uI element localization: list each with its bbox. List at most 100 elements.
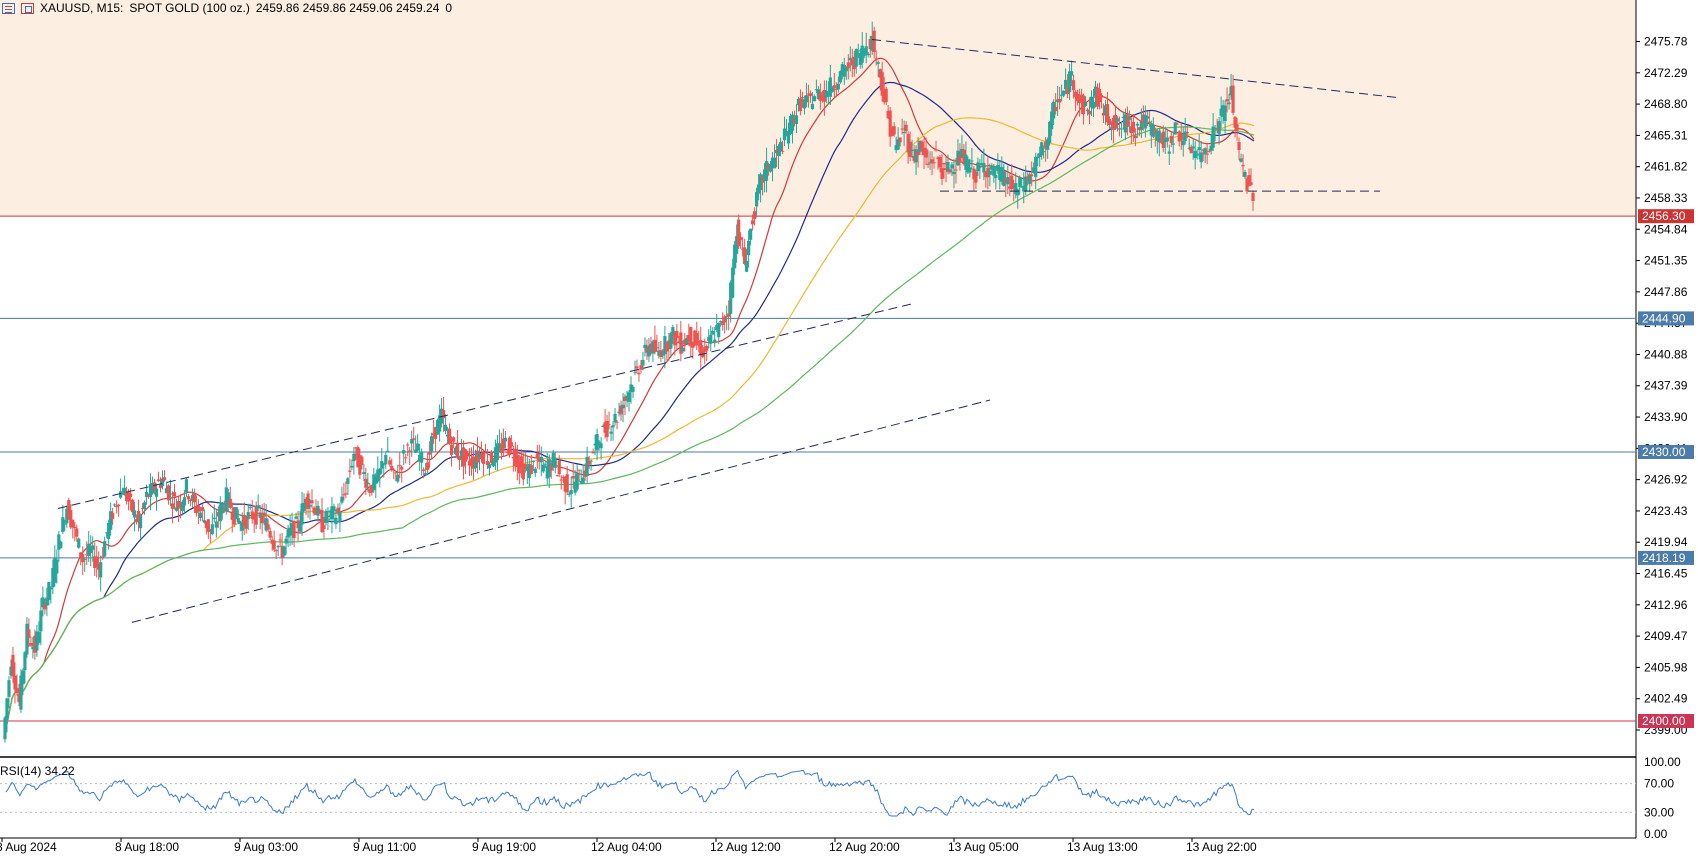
list-icon[interactable] [2,2,15,14]
y-tick-label: 2447.86 [1644,285,1688,299]
candle-body [85,554,89,556]
candle-body [338,512,342,522]
candle-body [988,170,992,175]
candle-body [332,506,336,512]
candle-body [932,162,936,164]
candle-body [1165,137,1169,142]
candle-body [1213,127,1217,129]
y-tick-label: 2423.43 [1644,504,1688,518]
trendline-0 [57,302,916,509]
candle-body [643,344,647,349]
candle-body [591,452,595,454]
candle-body [412,438,416,440]
candle-body [631,386,635,392]
candle-body [190,495,194,501]
candle-body [818,92,822,101]
candle-body [1243,171,1247,177]
candle-body [258,513,262,518]
candle-body [1163,138,1167,143]
candle-body [170,503,175,509]
candle-body [77,538,81,548]
candle-body [136,510,141,522]
candle-body [569,490,573,494]
candle-body [1087,110,1092,115]
candle-body [1153,129,1157,134]
candle-body [57,534,61,550]
candle-body [986,167,990,178]
candle-body [1044,141,1048,149]
candle-body [1052,101,1056,119]
symbol-description: SPOT GOLD (100 oz.) [129,1,250,15]
candle-body [1113,114,1118,129]
candle-body [1085,109,1090,112]
candle-body [770,157,775,168]
candle-body [294,516,298,519]
candle-body [918,141,922,152]
candle-body [846,62,850,69]
candle-body [1155,131,1159,141]
candle-body [1221,105,1225,117]
candle-body [75,528,79,537]
candle-body [1069,71,1074,76]
candle-body [390,465,394,470]
candle-body [238,522,242,525]
candle-body [826,93,830,95]
candle-body [1189,146,1193,154]
candle-body [314,507,318,515]
candle-body [138,515,143,529]
candle-body [406,444,410,446]
candle-body [747,240,751,256]
candle-body [1187,147,1191,149]
candle-body [278,539,282,541]
candle-body [527,463,531,479]
candle-body [272,540,276,550]
candle-body [188,500,193,502]
candle-body [575,473,579,490]
candle-body [679,332,683,354]
candle-body [306,493,310,509]
candle-body [1239,158,1243,162]
candle-body [579,480,583,483]
candle-body [366,482,370,485]
candle-body [246,511,250,520]
level-badge-label: 2430.00 [1642,445,1686,459]
candle-body [824,90,828,98]
symbol-icon[interactable] [21,2,34,14]
candle-body [174,507,179,511]
candle-body [376,469,380,482]
x-tick-label: 13 Aug 13:00 [1067,840,1138,854]
candle-body [946,161,950,172]
candle-body [1209,145,1213,151]
candle-body [220,503,224,514]
candle-body [1065,87,1070,95]
candle-body [1149,123,1153,136]
candle-body [61,517,65,532]
candle-body [866,53,870,56]
candle-body [968,167,972,173]
moving-average-3 [3,126,1255,740]
candle-body [210,524,214,535]
candle-body [1018,177,1022,187]
candle-body [1151,125,1155,137]
candle-body [711,330,715,335]
candle-body [264,518,268,531]
symbol-label: XAUUSD, M15: [40,1,124,15]
candle-body [1137,127,1141,131]
candle-body [890,128,894,136]
candle-body [1235,124,1239,131]
candle-body [43,603,47,610]
candle-body [1123,114,1128,133]
candle-body [296,520,300,529]
candle-body [737,219,741,247]
candle-body [467,460,472,466]
candle-body [276,545,280,548]
candle-body [392,469,396,471]
candle-body [547,458,551,478]
candle-body [515,454,519,468]
y-tick-label: 2461.82 [1644,160,1688,174]
candle-body [304,498,308,504]
candle-body [802,99,807,109]
candle-body [659,350,663,357]
candle-body [1197,147,1201,151]
candle-body [533,468,537,474]
